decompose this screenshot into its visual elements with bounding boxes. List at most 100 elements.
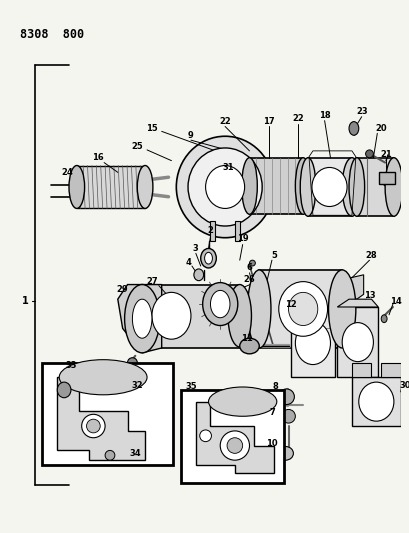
Ellipse shape xyxy=(348,122,358,135)
Ellipse shape xyxy=(299,158,315,216)
Text: 18: 18 xyxy=(318,111,330,120)
Polygon shape xyxy=(337,299,378,307)
Polygon shape xyxy=(210,221,215,240)
Text: 22: 22 xyxy=(292,114,303,123)
Text: 9: 9 xyxy=(188,131,193,140)
Polygon shape xyxy=(351,362,371,377)
Text: 26: 26 xyxy=(243,275,255,284)
Ellipse shape xyxy=(193,269,203,281)
Ellipse shape xyxy=(57,382,71,398)
Text: 6: 6 xyxy=(246,263,252,272)
Text: 8308  800: 8308 800 xyxy=(20,28,84,41)
Text: 22: 22 xyxy=(219,117,230,126)
Ellipse shape xyxy=(294,158,310,214)
Polygon shape xyxy=(117,285,161,353)
Ellipse shape xyxy=(384,158,402,216)
Ellipse shape xyxy=(241,158,257,214)
Ellipse shape xyxy=(128,285,155,347)
Polygon shape xyxy=(234,221,239,240)
Ellipse shape xyxy=(288,293,317,326)
Text: 19: 19 xyxy=(236,234,248,243)
Ellipse shape xyxy=(202,282,237,326)
Bar xyxy=(307,158,351,216)
Ellipse shape xyxy=(227,285,251,347)
Text: 32: 32 xyxy=(131,381,143,390)
Ellipse shape xyxy=(199,430,211,442)
Ellipse shape xyxy=(380,315,386,322)
Bar xyxy=(258,270,342,348)
Bar xyxy=(356,158,393,216)
Text: 11: 11 xyxy=(240,334,252,343)
Ellipse shape xyxy=(204,252,212,264)
Ellipse shape xyxy=(220,431,249,460)
Ellipse shape xyxy=(132,299,152,338)
Ellipse shape xyxy=(137,166,153,208)
Ellipse shape xyxy=(227,438,242,454)
Ellipse shape xyxy=(277,447,293,460)
Ellipse shape xyxy=(69,166,84,208)
Text: 33: 33 xyxy=(65,361,76,370)
Ellipse shape xyxy=(105,450,115,460)
Ellipse shape xyxy=(124,285,160,353)
Text: 13: 13 xyxy=(363,291,374,300)
Ellipse shape xyxy=(208,387,276,416)
Ellipse shape xyxy=(239,338,258,354)
Bar xyxy=(378,172,394,184)
Ellipse shape xyxy=(348,158,364,216)
Text: 15: 15 xyxy=(146,124,157,133)
Bar xyxy=(291,309,335,377)
Ellipse shape xyxy=(247,270,270,348)
Polygon shape xyxy=(342,321,361,348)
Ellipse shape xyxy=(188,148,261,226)
Ellipse shape xyxy=(152,293,191,339)
Ellipse shape xyxy=(278,389,294,405)
Text: 4: 4 xyxy=(184,257,191,266)
Polygon shape xyxy=(342,275,363,299)
Ellipse shape xyxy=(200,248,216,268)
Bar xyxy=(337,307,378,377)
Bar xyxy=(351,377,400,426)
Ellipse shape xyxy=(328,270,355,348)
Text: 30: 30 xyxy=(399,381,409,390)
Text: 17: 17 xyxy=(263,117,274,126)
Text: 27: 27 xyxy=(146,277,157,286)
Ellipse shape xyxy=(81,414,105,438)
Text: 29: 29 xyxy=(117,285,128,294)
Text: 2: 2 xyxy=(207,227,213,236)
Text: 3: 3 xyxy=(193,244,198,253)
Text: 20: 20 xyxy=(375,124,386,133)
Text: 1: 1 xyxy=(22,296,28,306)
Text: 25: 25 xyxy=(131,141,143,150)
Bar xyxy=(76,166,145,208)
Bar xyxy=(142,285,239,348)
Ellipse shape xyxy=(342,158,361,216)
Ellipse shape xyxy=(365,150,373,158)
Ellipse shape xyxy=(358,382,393,421)
Bar xyxy=(249,158,302,214)
Ellipse shape xyxy=(210,290,229,318)
Text: 28: 28 xyxy=(365,251,376,260)
Text: 14: 14 xyxy=(389,297,401,305)
Ellipse shape xyxy=(59,360,147,395)
Ellipse shape xyxy=(249,260,255,266)
Ellipse shape xyxy=(127,358,137,367)
Text: 7: 7 xyxy=(268,408,274,417)
Text: 10: 10 xyxy=(265,439,277,448)
Ellipse shape xyxy=(205,166,244,208)
Ellipse shape xyxy=(311,167,346,206)
Bar xyxy=(42,362,173,465)
Ellipse shape xyxy=(176,136,273,238)
Text: 35: 35 xyxy=(185,383,196,392)
Polygon shape xyxy=(57,377,145,460)
Text: 5: 5 xyxy=(270,251,276,260)
Ellipse shape xyxy=(294,321,330,365)
Text: 8: 8 xyxy=(272,383,278,392)
Text: 31: 31 xyxy=(222,163,233,172)
Text: 21: 21 xyxy=(379,150,391,159)
Ellipse shape xyxy=(281,409,294,423)
Ellipse shape xyxy=(342,322,373,361)
Ellipse shape xyxy=(86,419,100,433)
Bar xyxy=(181,390,283,482)
Polygon shape xyxy=(196,402,273,473)
Text: 23: 23 xyxy=(355,107,366,116)
